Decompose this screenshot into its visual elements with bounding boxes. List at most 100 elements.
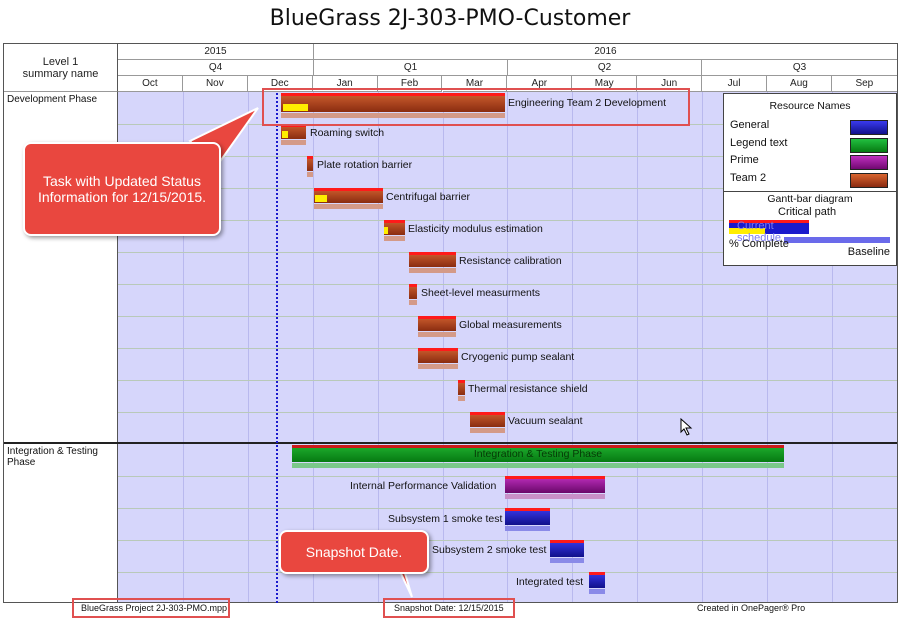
legend-baseline-sample (784, 237, 890, 243)
task-label-t2: Plate rotation barrier (317, 159, 413, 171)
task-label-t1: Roaming switch (310, 127, 385, 139)
current-schedule-bar (550, 540, 584, 557)
month-gridline (442, 444, 444, 602)
task-bar-t8[interactable] (418, 348, 458, 369)
task-label-t6: Sheet-level measurments (421, 287, 541, 299)
footer-file: BlueGrass Project 2J-303-PMO.mpp (81, 603, 228, 613)
critical-path-strip (418, 348, 458, 351)
legend-heading: Resource Names (769, 100, 851, 112)
critical-path-strip (505, 476, 605, 479)
month-gridline (637, 444, 639, 602)
footer-snapshot: Snapshot Date: 12/15/2015 (394, 603, 504, 613)
task-bar-t9[interactable] (458, 380, 465, 401)
task-bar-i1[interactable] (505, 476, 605, 499)
month-gridline (572, 92, 574, 442)
month-gridline (182, 92, 184, 442)
year-2016: 2016 (314, 44, 897, 60)
section-label-integration: Integration & Testing Phase (4, 442, 118, 602)
task-bar-t4[interactable] (384, 220, 405, 241)
level1-header: Level 1 summary name (4, 44, 118, 92)
month-gridline (767, 444, 768, 602)
current-schedule-bar (409, 252, 456, 267)
task-bar-t6[interactable] (409, 284, 417, 305)
task-bar-int-summary[interactable] (292, 445, 784, 468)
current-schedule-bar (418, 348, 458, 363)
month-feb: Feb (377, 76, 443, 92)
critical-path-strip (409, 252, 456, 255)
baseline-bar (505, 494, 605, 499)
task-bar-t7[interactable] (418, 316, 456, 337)
critical-path-strip (281, 93, 505, 96)
legend-item-general: General (730, 119, 890, 135)
baseline-bar (281, 140, 306, 145)
task-label-i2: Subsystem 1 smoke test (388, 513, 503, 525)
baseline-bar (281, 113, 505, 118)
chart-title: BlueGrass 2J-303-PMO-Customer (269, 6, 631, 31)
baseline-bar (307, 172, 313, 177)
task-label-int-summary: Integration & Testing Phase (473, 448, 603, 460)
quarter-q4: Q4 (118, 60, 314, 76)
callout-status: Task with Updated Status Information for… (23, 142, 221, 236)
percent-complete-bar (384, 227, 388, 234)
legend-percent-complete: % Complete (729, 238, 789, 250)
task-label-t4: Elasticity modulus estimation (408, 223, 543, 235)
month-gridline (377, 444, 379, 602)
row-gridline (118, 316, 897, 317)
current-schedule-bar (505, 476, 605, 493)
task-bar-t5[interactable] (409, 252, 456, 273)
legend-gantt-heading: Gantt-bar diagram (767, 193, 853, 205)
current-schedule-bar (505, 508, 550, 525)
month-gridline (702, 444, 704, 602)
task-bar-t2[interactable] (307, 156, 313, 177)
critical-path-strip (470, 412, 505, 415)
month-gridline (377, 92, 379, 442)
month-mar: Mar (442, 76, 508, 92)
task-bar-dev-summary[interactable] (281, 93, 505, 118)
task-bar-t1[interactable] (281, 124, 306, 145)
task-label-t9: Thermal resistance shield (468, 383, 588, 395)
current-schedule-bar (409, 284, 417, 299)
task-label-t10: Vacuum sealant (508, 415, 583, 427)
month-gridline (572, 444, 574, 602)
legend-item-prime: Prime (730, 154, 890, 170)
month-gridline (767, 92, 768, 442)
month-dec: Dec (247, 76, 313, 92)
footer-file-highlight (72, 598, 230, 618)
month-gridline (312, 444, 314, 602)
footer-created: Created in OnePager® Pro (697, 603, 806, 613)
task-label-i1: Internal Performance Validation (350, 480, 497, 492)
task-bar-i4[interactable] (589, 572, 605, 594)
baseline-bar (418, 364, 458, 369)
month-nov: Nov (182, 76, 248, 92)
critical-path-strip (418, 316, 456, 319)
month-jan: Jan (312, 76, 378, 92)
critical-path-strip (314, 188, 383, 191)
task-label-i4: Integrated test (516, 576, 584, 588)
critical-path-strip (458, 380, 465, 383)
critical-path-strip (550, 540, 584, 543)
percent-complete-bar (282, 131, 288, 138)
month-gridline (831, 444, 833, 602)
task-bar-i2[interactable] (505, 508, 550, 531)
level1-header-label: Level 1 summary name (22, 55, 99, 80)
task-bar-i3[interactable] (550, 540, 584, 563)
month-gridline (247, 444, 249, 602)
year-2015: 2015 (118, 44, 314, 60)
current-schedule-bar (384, 220, 405, 235)
task-bar-t10[interactable] (470, 412, 505, 433)
baseline-bar (292, 463, 784, 468)
row-gridline (118, 540, 897, 541)
legend-baseline: Baseline (847, 246, 890, 258)
task-label-i3: Subsystem 2 smoke test (432, 544, 547, 556)
task-bar-t3[interactable] (314, 188, 383, 209)
current-schedule-bar (314, 188, 383, 203)
month-gridline (507, 92, 509, 442)
month-gridline (831, 92, 833, 442)
task-label-dev-summary: Engineering Team 2 Development (508, 97, 666, 109)
baseline-bar (589, 589, 605, 594)
callout-snapshot: Snapshot Date. (279, 530, 429, 574)
critical-path-strip (589, 572, 605, 575)
section-divider (4, 442, 897, 444)
task-label-t3: Centrifugal barrier (386, 191, 471, 203)
baseline-bar (418, 332, 456, 337)
